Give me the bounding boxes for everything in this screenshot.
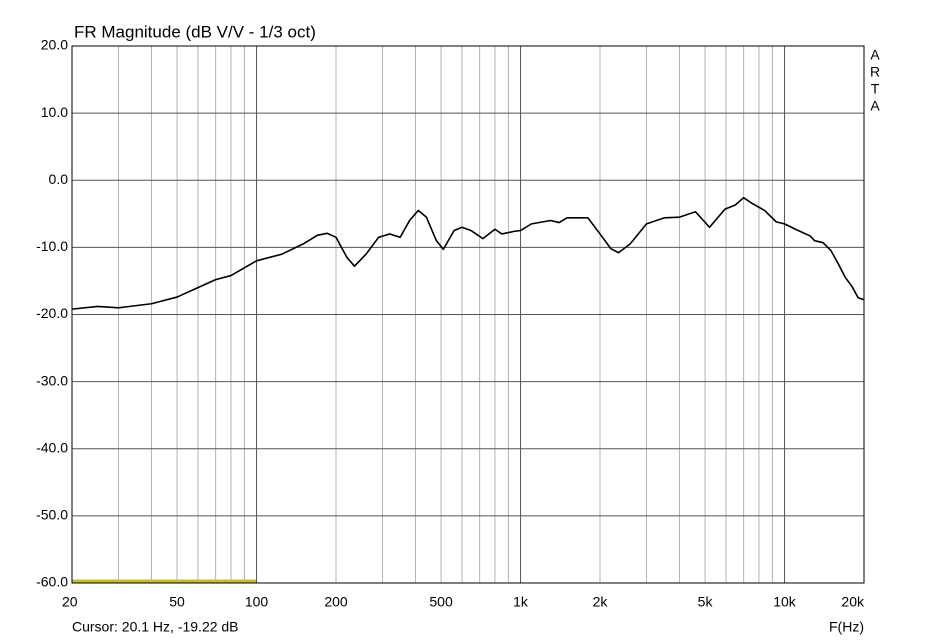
x-tick-label: 5k [698, 594, 714, 610]
x-tick-label: 2k [593, 594, 609, 610]
x-tick-label: 20 [62, 594, 78, 610]
y-tick-label: -40.0 [36, 439, 68, 455]
y-tick-label: -60.0 [36, 574, 68, 590]
chart-title: FR Magnitude (dB V/V - 1/3 oct) [74, 22, 316, 41]
x-tick-label: 50 [169, 594, 185, 610]
y-tick-label: -20.0 [36, 305, 68, 321]
watermark-letter: R [870, 64, 880, 80]
y-tick-label: -30.0 [36, 372, 68, 388]
y-tick-label: 0.0 [49, 171, 69, 187]
y-tick-label: -10.0 [36, 238, 68, 254]
y-tick-label: -50.0 [36, 507, 68, 523]
x-axis-label: F(Hz) [829, 619, 864, 635]
x-tick-label: 20k [841, 594, 865, 610]
y-tick-label: 10.0 [41, 104, 68, 120]
y-tick-label: 20.0 [41, 37, 68, 53]
x-tick-label: 1k [513, 594, 529, 610]
x-tick-label: 500 [429, 594, 453, 610]
watermark-letter: A [870, 47, 880, 63]
fr-curve [71, 196, 865, 310]
watermark-letter: A [870, 98, 880, 114]
watermark-letter: T [871, 81, 880, 97]
plot-frame [71, 45, 865, 584]
x-tick-label: 100 [245, 594, 269, 610]
cursor-readout: Cursor: 20.1 Hz, -19.22 dB [72, 619, 239, 635]
x-tick-label: 200 [324, 594, 348, 610]
x-tick-label: 10k [773, 594, 797, 610]
